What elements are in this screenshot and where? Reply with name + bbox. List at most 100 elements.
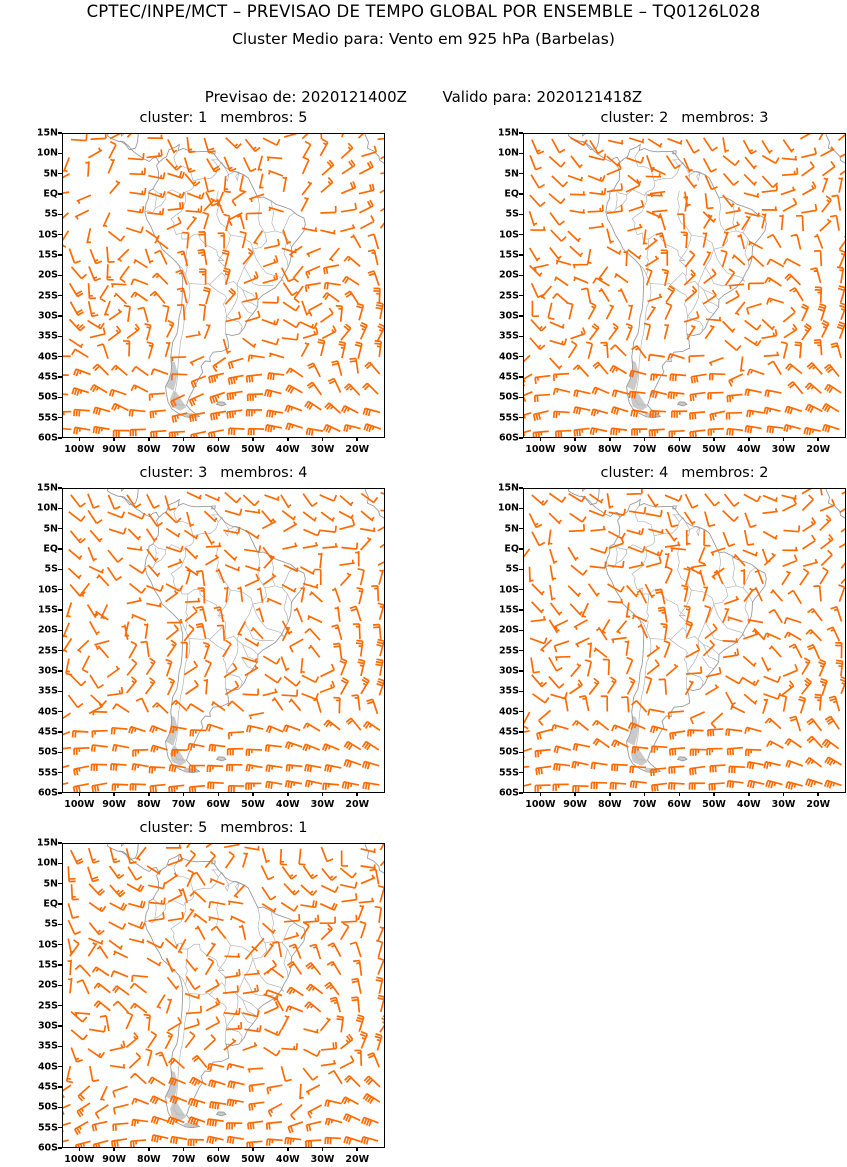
longitude-tick-label: 40W [736,444,761,455]
members-count: 3 [759,110,769,126]
longitude-tick-mark [678,792,681,796]
latitude-tick-mark [58,507,62,510]
forecast-init-time: Previsao de: 2020121400Z [204,88,407,106]
latitude-tick-mark [58,152,62,155]
latitude-tick-label: 10N [36,857,58,869]
latitude-tick-label: 50S [37,391,58,403]
latitude-tick-label: 50S [498,391,519,403]
latitude-tick-mark [519,771,523,774]
longitude-tick-mark [678,437,681,441]
longitude-tick-mark [713,437,715,441]
latitude-tick-label: 5N [43,878,58,890]
latitude-tick-mark [58,548,62,550]
longitude-tick-mark [182,437,185,441]
latitude-tick-mark [58,903,62,905]
longitude-tick-mark [113,437,115,441]
latitude-tick-label: 5S [44,208,58,220]
latitude-tick-mark [58,842,62,844]
latitude-tick-mark [58,1004,62,1007]
longitude-tick-label: 40W [275,444,300,455]
latitude-tick-label: 55S [37,767,58,779]
latitude-tick-mark [58,629,62,632]
latitude-tick-label: 50S [498,746,519,758]
latitude-axis: 15N 10N 5N EQ 5S 10S 15S 20S 25S 30S 35S 40S 45S 50S 5… [489,483,523,799]
latitude-tick-label: 5S [505,563,519,575]
longitude-tick-mark [609,792,611,796]
longitude-tick-mark [217,792,220,796]
longitude-tick-mark [182,792,185,796]
longitude-tick-label: 50W [702,799,726,810]
longitude-tick-label: 60W [667,444,692,455]
cluster-label: cluster: [139,820,194,836]
longitude-tick-mark [782,437,785,441]
longitude-tick-label: 40W [736,799,761,810]
cluster-number: 5 [198,820,208,836]
political-borders [144,505,298,761]
latitude-tick-mark [58,731,62,733]
latitude-tick-mark [519,792,523,794]
latitude-tick-label: 35S [37,330,58,342]
latitude-tick-label: EQ [43,898,58,910]
longitude-axis: 100W 90W 80W 70W 60W 50W 40W 30W 20W [523,792,846,812]
longitude-tick-mark [574,792,576,796]
latitude-tick-mark [58,984,62,987]
political-borders [605,150,759,406]
longitude-tick-label: 90W [563,799,587,810]
latitude-tick-label: 10N [497,502,519,514]
members-label: membros: [681,110,755,126]
cluster-label: cluster: [139,110,194,126]
longitude-tick-mark [252,437,254,441]
latitude-tick-mark [519,254,523,256]
longitude-tick-label: 40W [275,799,300,810]
forecast-valid-line: Previsao de: 2020121400Z Valido para: 20… [0,88,847,106]
latitude-tick-mark [58,792,62,794]
longitude-tick-label: 70W [171,1154,196,1165]
longitude-tick-label: 20W [345,1154,370,1165]
terrain-shading [626,360,687,418]
longitude-tick-mark [321,792,324,796]
political-borders [144,150,298,406]
longitude-tick-label: 50W [241,444,265,455]
latitude-tick-label: 40S [37,1061,58,1073]
latitude-tick-mark [58,254,62,256]
latitude-tick-mark [519,548,523,550]
latitude-tick-mark [519,416,523,419]
latitude-tick-mark [58,690,62,693]
latitude-tick-mark [58,649,62,652]
longitude-tick-mark [217,1147,220,1151]
latitude-tick-label: 15S [37,604,58,616]
latitude-axis: 15N 10N 5N EQ 5S 10S 15S 20S 25S 30S 35S 40S 45S 50S 5… [28,838,62,1154]
latitude-tick-label: 40S [498,351,519,363]
political-borders [144,860,298,1116]
latitude-tick-mark [58,923,62,926]
cluster-panel-title: cluster: 2 membros: 3 [523,110,846,126]
members-label: membros: [220,465,294,481]
latitude-tick-label: 45S [37,1081,58,1093]
latitude-axis: 15N 10N 5N EQ 5S 10S 15S 20S 25S 30S 35S 40S 45S 50S 5… [28,483,62,799]
longitude-tick-mark [321,437,324,441]
latitude-tick-mark [519,731,523,733]
latitude-tick-mark [58,1147,62,1149]
latitude-tick-label: 10S [37,229,58,241]
longitude-tick-label: 100W [525,799,556,810]
latitude-tick-label: 35S [37,685,58,697]
latitude-tick-mark [519,527,523,530]
longitude-tick-label: 30W [310,799,335,810]
coastline [106,134,384,419]
latitude-tick-label: 5N [43,168,58,180]
cluster-label: cluster: [139,465,194,481]
cluster-number: 4 [659,465,669,481]
longitude-tick-mark [113,1147,115,1151]
latitude-tick-label: 60S [37,787,58,799]
cluster-panel-5: cluster: 5 membros: 1 15N 10N 5N EQ 5S 10S 15S 20… [37,820,385,1165]
latitude-tick-mark [58,588,62,591]
latitude-tick-label: 30S [498,665,519,677]
longitude-tick-label: 90W [102,444,126,455]
members-count: 1 [298,820,308,836]
map-plot-area [62,133,385,438]
latitude-tick-mark [58,376,62,378]
longitude-tick-mark [182,1147,185,1151]
latitude-tick-mark [58,1126,62,1129]
members-label: membros: [220,110,294,126]
longitude-axis: 100W 90W 80W 70W 60W 50W 40W 30W 20W [62,792,385,812]
